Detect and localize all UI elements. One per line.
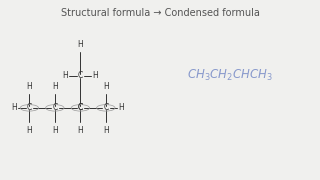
Text: H: H: [77, 126, 83, 135]
Text: H: H: [52, 82, 58, 91]
Text: H: H: [92, 71, 98, 80]
Text: H: H: [118, 103, 124, 112]
Text: H: H: [103, 126, 109, 135]
Text: H: H: [12, 103, 17, 112]
Text: H: H: [52, 126, 58, 135]
Text: H: H: [62, 71, 68, 80]
Text: C: C: [27, 103, 32, 112]
Text: Structural formula → Condensed formula: Structural formula → Condensed formula: [60, 8, 260, 18]
Text: H: H: [77, 40, 83, 49]
Text: H: H: [103, 82, 109, 91]
Text: C: C: [78, 71, 83, 80]
Text: H: H: [27, 126, 32, 135]
Text: C: C: [78, 103, 83, 112]
Text: H: H: [27, 82, 32, 91]
Text: $\mathit{CH_3CH_2CHCH_3}$: $\mathit{CH_3CH_2CHCH_3}$: [187, 68, 273, 83]
Text: C: C: [52, 103, 58, 112]
Text: C: C: [78, 103, 83, 112]
Text: C: C: [103, 103, 108, 112]
